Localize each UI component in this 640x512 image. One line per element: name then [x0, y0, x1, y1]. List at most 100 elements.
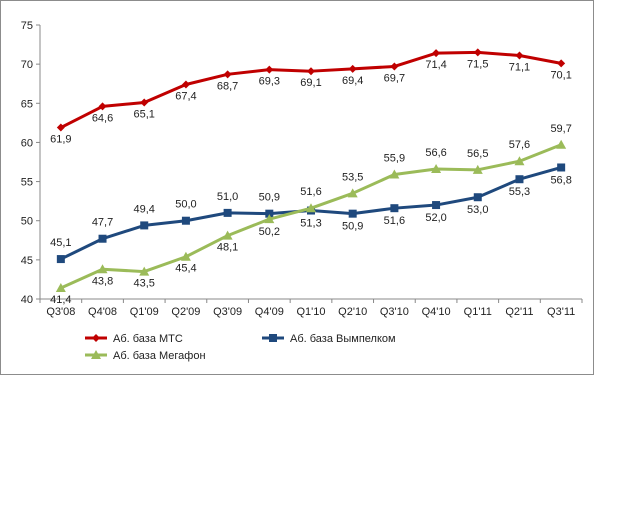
x-tick-label: Q4'10 [422, 306, 451, 318]
data-point [98, 234, 107, 243]
data-point [556, 139, 567, 149]
data-label: 69,1 [300, 77, 321, 89]
data-point [264, 214, 275, 224]
data-point [347, 188, 358, 198]
data-label: 51,6 [384, 215, 405, 227]
data-label: 71,5 [467, 58, 488, 70]
data-label: 51,6 [300, 186, 321, 198]
data-point [222, 230, 233, 240]
legend-label: Аб. база МТС [113, 333, 183, 345]
data-point [97, 264, 108, 274]
data-label: 43,5 [134, 278, 155, 290]
x-tick-label: Q2'10 [338, 306, 367, 318]
data-label: 41,4 [50, 294, 71, 306]
data-label: 53,5 [342, 171, 363, 183]
data-label: 69,4 [342, 75, 363, 87]
data-label: 52,0 [425, 212, 446, 224]
legend-swatch-marker [269, 334, 277, 342]
data-label: 55,3 [509, 186, 530, 198]
data-label: 51,3 [300, 218, 321, 230]
data-point [140, 221, 149, 230]
data-point [181, 216, 190, 225]
data-point [348, 64, 357, 73]
data-labels: 61,9 64,6 65,1 67,4 68,7 69,3 69,1 69,4 69,7 71,4… [50, 58, 572, 306]
x-tick-label: Q3'11 [547, 306, 575, 318]
data-point [390, 62, 399, 71]
legend-swatch-marker [91, 350, 101, 359]
y-tick-label: 50 [21, 216, 33, 228]
data-label: 51,0 [217, 191, 238, 203]
x-tick-label: Q4'08 [88, 306, 117, 318]
data-point [181, 80, 190, 89]
x-tick-label: Q3'08 [46, 306, 75, 318]
y-tick-label: 75 [21, 20, 33, 32]
data-label: 65,1 [134, 109, 155, 121]
data-point [432, 201, 441, 210]
data-point [223, 70, 232, 79]
data-point [431, 164, 442, 174]
y-tick-label: 40 [21, 294, 33, 306]
data-point [389, 169, 400, 179]
data-point [390, 204, 399, 213]
data-label: 45,1 [50, 237, 71, 249]
data-label: 53,0 [467, 204, 488, 216]
x-tick-label: Q1'10 [296, 306, 325, 318]
data-label: 56,6 [425, 147, 446, 159]
data-label: 48,1 [217, 242, 238, 254]
x-tick-label: Q2'09 [171, 306, 200, 318]
data-label: 50,2 [259, 226, 280, 238]
legend-item-3: Аб. база Мегафон [85, 350, 206, 362]
data-label: 47,7 [92, 217, 113, 229]
data-point [55, 283, 66, 293]
chart-frame [0, 0, 594, 375]
data-point [473, 193, 482, 202]
legend-item-2: Аб. база Вымпелком [262, 333, 396, 345]
x-tick-label: Q4'09 [255, 306, 284, 318]
data-label: 55,9 [384, 153, 405, 165]
data-point [515, 51, 524, 60]
data-label: 71,1 [509, 62, 530, 74]
y-tick-label: 65 [21, 98, 33, 110]
axes: 40 45 50 55 60 65 70 75 Q3'08 Q4'08 Q1'09 Q2'09 Q3'0… [21, 20, 583, 318]
data-point [265, 209, 274, 218]
data-point [140, 98, 149, 107]
data-label: 70,1 [550, 69, 571, 81]
series-1 [56, 48, 566, 132]
data-point [180, 251, 191, 261]
data-label: 68,7 [217, 80, 238, 92]
data-point [306, 203, 316, 213]
data-label: 64,6 [92, 112, 113, 124]
data-point [56, 123, 65, 132]
series-line [60, 143, 562, 290]
data-point [348, 209, 357, 218]
data-point [557, 163, 566, 172]
data-point [473, 48, 482, 57]
legend: Аб. база МТС Аб. база Вымпелком Аб. база М… [85, 333, 396, 362]
data-label: 67,4 [175, 90, 196, 102]
y-tick-label: 60 [21, 137, 33, 149]
data-label: 69,3 [259, 76, 280, 88]
legend-label: Аб. база Вымпелком [290, 333, 396, 345]
data-point [515, 175, 524, 184]
data-label: 50,0 [175, 199, 196, 211]
data-label: 43,8 [92, 275, 113, 287]
x-tick-label: Q2'11 [505, 306, 533, 318]
data-label: 50,9 [259, 192, 280, 204]
series-lines [55, 48, 567, 293]
data-point [432, 49, 441, 58]
legend-item-1: Аб. база МТС [85, 333, 183, 345]
x-tick-label: Q3'09 [213, 306, 242, 318]
x-tick-label: Q1'11 [464, 306, 492, 318]
data-label: 57,6 [509, 139, 530, 151]
data-point [56, 255, 65, 264]
data-label: 71,4 [425, 59, 446, 71]
data-point [307, 67, 315, 76]
data-point [472, 164, 483, 174]
data-label: 50,9 [342, 221, 363, 233]
data-label: 56,5 [467, 148, 488, 160]
data-label: 56,8 [550, 174, 571, 186]
data-label: 69,7 [384, 72, 405, 84]
data-point [557, 59, 566, 68]
data-label: 45,4 [175, 263, 196, 275]
